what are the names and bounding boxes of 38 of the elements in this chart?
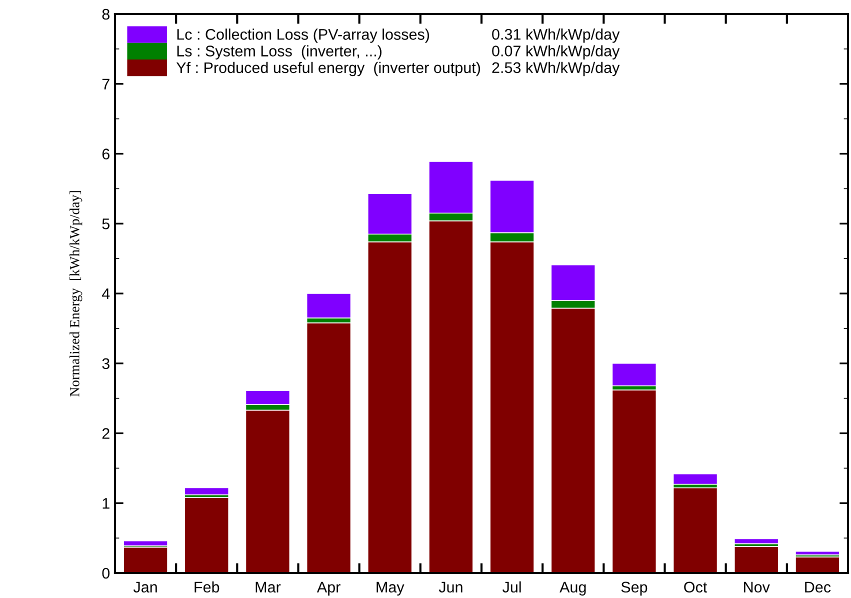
bar xyxy=(612,390,657,573)
y-tick-label: 2 xyxy=(102,428,110,439)
x-tick-label: Mar xyxy=(256,582,281,593)
bar xyxy=(184,487,230,496)
annotation: 2.53 kWh/kWp/day xyxy=(492,62,620,76)
x-tick-label: May xyxy=(376,582,404,596)
x-tick-label: Oct xyxy=(684,582,708,593)
bar xyxy=(734,538,779,544)
y-tick-label: 3 xyxy=(102,358,110,370)
x-tick-label: Jul xyxy=(502,581,521,593)
y-tick-label: 6 xyxy=(102,148,110,160)
y-tick-label: 1 xyxy=(102,498,110,509)
bar xyxy=(612,362,657,386)
x-tick-label: Sep xyxy=(621,582,648,596)
x-tick-label: Jan xyxy=(133,582,157,593)
x-tick-label: Aug xyxy=(560,582,586,596)
y-tick-label: 4 xyxy=(102,288,110,300)
x-tick-label: Apr xyxy=(316,582,340,596)
annotation: 0.07 kWh/kWp/day xyxy=(492,45,620,60)
x-tick-label: Jun xyxy=(438,582,462,593)
y-axis-title: Normalized Energy [kWh/kWp/day] xyxy=(70,191,82,397)
bar xyxy=(184,497,230,573)
bar xyxy=(672,473,718,485)
x-tick-label: Nov xyxy=(744,582,770,593)
legend-label: Lc : Collection Loss (PV-array losses) xyxy=(177,28,430,43)
bar xyxy=(734,546,779,573)
y-tick-label: 0 xyxy=(102,568,110,579)
bar xyxy=(306,322,352,573)
y-tick-label: 8 xyxy=(102,8,110,20)
y-tick-label: 7 xyxy=(102,78,110,90)
bar xyxy=(672,487,718,573)
legend-label: Ls : System Loss (inverter, ...) xyxy=(177,45,382,60)
x-tick-label: Feb xyxy=(194,581,220,593)
legend-label: Yf : Produced useful energy (inverter output) xyxy=(176,62,480,76)
annotation: 0.31 kWh/kWp/day xyxy=(492,28,620,43)
bar xyxy=(795,550,840,556)
y-tick-label: 5 xyxy=(102,218,110,230)
x-tick-label: Dec xyxy=(805,582,831,593)
